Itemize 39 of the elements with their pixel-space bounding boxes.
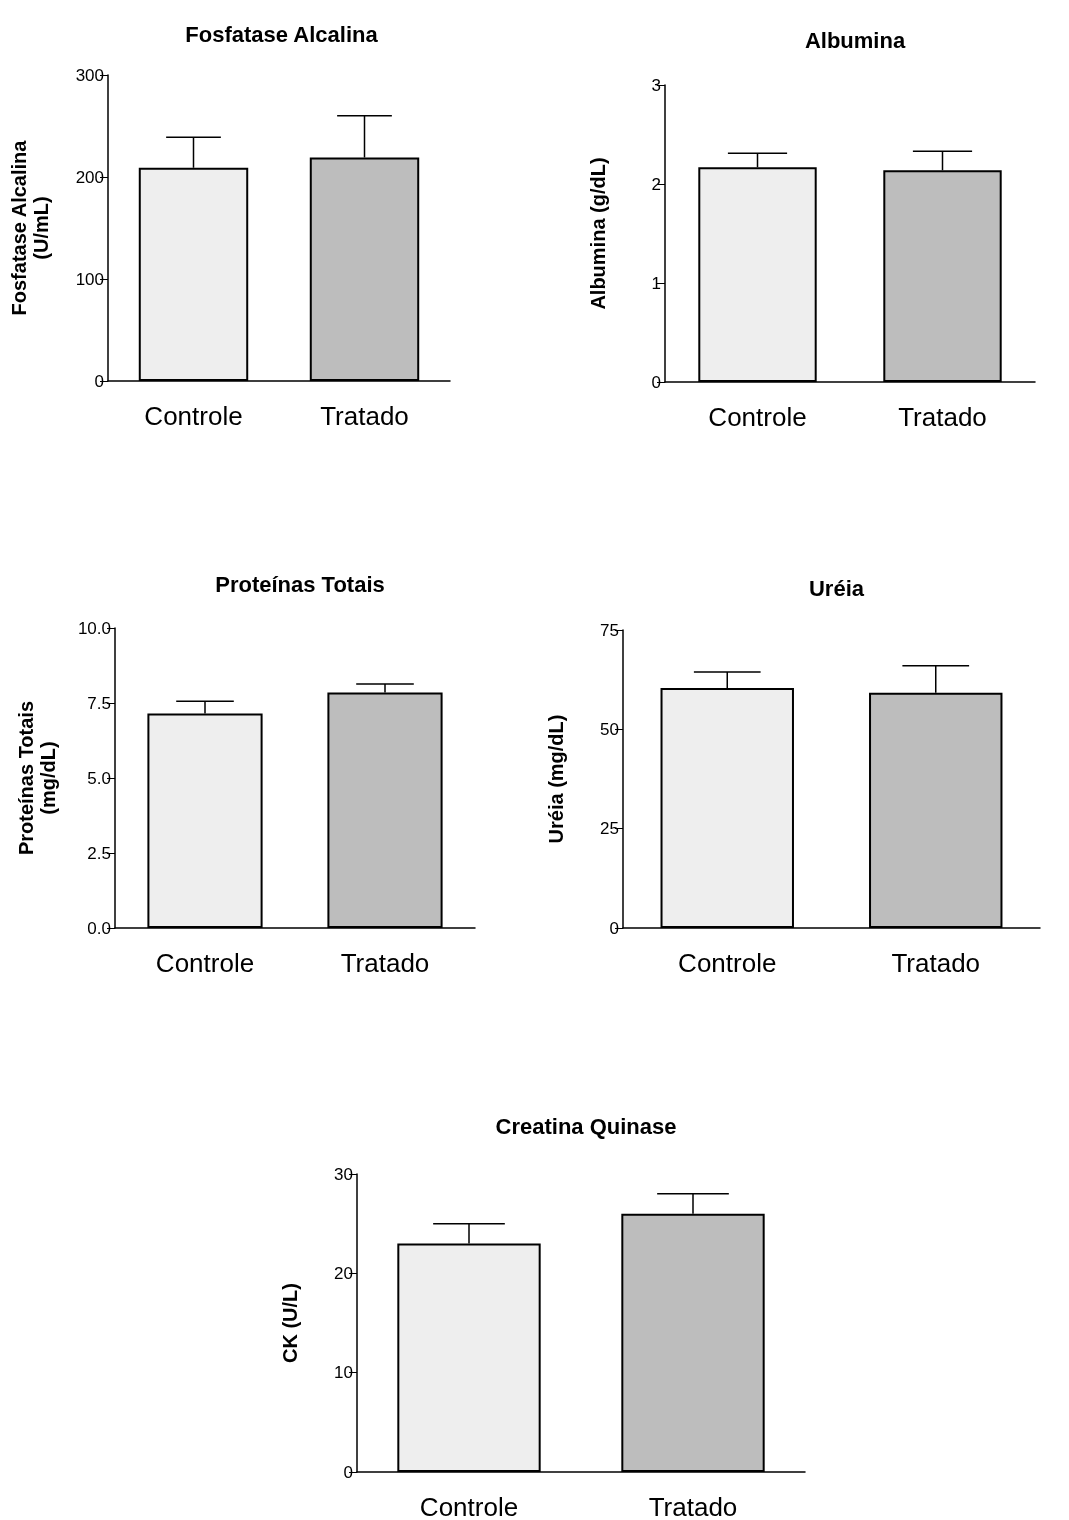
chart-title: Fosfatase Alcalina xyxy=(185,21,379,47)
y-axis-title: Albumina (g/dL) xyxy=(587,157,609,310)
y-tick-label: 20 xyxy=(334,1263,353,1283)
x-tick-label: Controle xyxy=(678,948,777,978)
y-tick-label: 0.0 xyxy=(87,918,111,938)
y-tick-label: 1 xyxy=(651,273,661,293)
y-axis-title: Proteínas Totais (mg/dL) xyxy=(15,700,59,856)
x-tick-label: Controle xyxy=(419,1492,519,1520)
chart-title: Uréia xyxy=(808,575,865,601)
y-tick-label: 30 xyxy=(334,1164,353,1184)
y-tick-label: 50 xyxy=(600,719,619,739)
y-tick-label: 300 xyxy=(75,65,104,85)
y-axis-title: Fosfatase Alcalina (U/mL) xyxy=(8,139,52,316)
x-tick-label: Tratado xyxy=(340,948,430,978)
y-axis-title: Uréia (mg/dL) xyxy=(545,714,567,844)
x-tick-label: Tratado xyxy=(898,402,987,432)
chart-title: Creatina Quinase xyxy=(495,1113,677,1139)
y-tick-label: 200 xyxy=(75,167,104,187)
y-tick-label: 0 xyxy=(343,1462,353,1482)
y-axis-title: CK (U/L) xyxy=(279,1283,301,1363)
y-tick-label: 0 xyxy=(94,371,104,391)
chart-title: Proteínas Totais xyxy=(215,571,385,597)
x-tick-label: Tratado xyxy=(648,1492,738,1520)
x-tick-label: Tratado xyxy=(891,948,981,978)
y-tick-label: 10.0 xyxy=(77,618,111,638)
y-tick-label: 2 xyxy=(651,174,661,194)
x-tick-label: Tratado xyxy=(320,401,409,431)
x-tick-label: Controle xyxy=(155,948,255,978)
y-tick-label: 100 xyxy=(75,269,104,289)
y-tick-label: 0 xyxy=(609,918,619,938)
chart-title: Albumina xyxy=(804,27,906,53)
y-tick-label: 25 xyxy=(600,819,619,839)
y-tick-label: 5.0 xyxy=(87,768,111,788)
y-tick-label: 2.5 xyxy=(87,843,111,863)
x-tick-label: Controle xyxy=(708,402,807,432)
y-tick-label: 7.5 xyxy=(87,693,111,713)
y-tick-label: 0 xyxy=(651,372,661,392)
y-tick-label: 10 xyxy=(334,1363,353,1383)
x-tick-label: Controle xyxy=(144,401,243,431)
